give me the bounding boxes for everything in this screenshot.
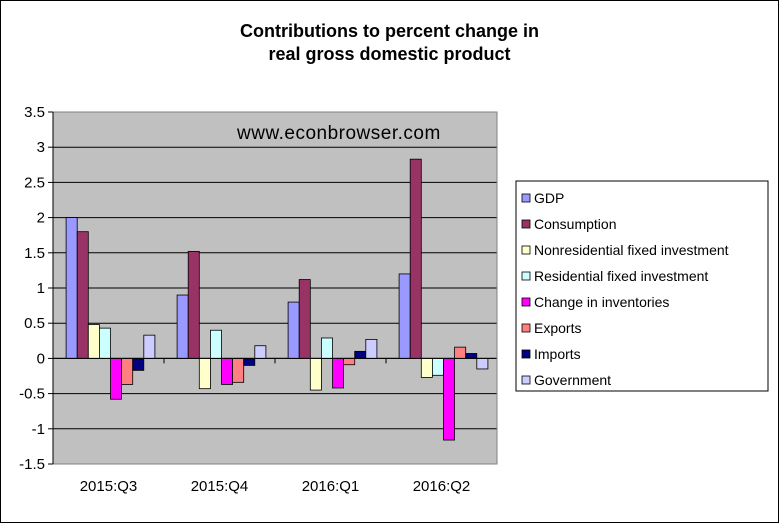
bar-government-2015-Q3 [143,334,156,359]
bar-consumption-2015-Q3 [76,231,89,359]
bars [65,158,489,441]
x-tick-label: 2015:Q3 [80,478,138,495]
x-tick-label: 2016:Q2 [413,478,471,495]
legend-label: Residential fixed investment [534,268,708,284]
bar-residential-fixed-investment-2016-Q1 [320,337,333,359]
bar-imports-2015-Q3 [132,357,145,371]
bar-nonresidential-fixed-investment-2015-Q4 [198,357,211,390]
legend-label: Exports [534,320,581,336]
y-tick-label: 3.5 [24,104,45,121]
legend-swatch [521,297,531,307]
legend-label: Change in inventories [534,294,669,310]
bar-imports-2015-Q4 [243,357,256,366]
legend-label: Nonresidential fixed investment [534,242,729,258]
bar-exports-2015-Q3 [121,357,134,385]
legend-swatch [521,219,531,229]
legend: GDP Consumption Nonresidential fixed inves… [515,180,769,392]
y-tick-label: -0.5 [19,386,45,403]
bar-government-2015-Q4 [254,345,267,359]
bar-exports-2016-Q1 [343,357,356,366]
bar-exports-2015-Q4 [232,357,245,383]
y-tick-label: 0.5 [24,315,45,332]
bar-change-in-inventories-2015-Q3 [110,357,123,400]
x-tick-label: 2015:Q4 [191,478,249,495]
bar-government-2016-Q2 [476,357,489,370]
chart-title: Contributions to percent change in [239,21,539,41]
bar-change-in-inventories-2016-Q1 [332,357,345,389]
y-tick-label: 1 [37,280,45,297]
legend-swatch [521,349,531,359]
legend-label: Imports [534,346,581,362]
y-tick-label: 0 [37,350,45,367]
bar-nonresidential-fixed-investment-2016-Q1 [309,357,322,391]
legend-swatch [521,193,531,203]
bar-residential-fixed-investment-2015-Q3 [99,327,111,359]
chart-subtitle: real gross domestic product [268,44,511,64]
x-tick-label: 2016:Q1 [302,478,360,495]
bar-gdp-2016-Q1 [287,301,300,359]
bar-gdp-2015-Q3 [65,217,78,359]
bar-change-in-inventories-2015-Q4 [221,357,234,385]
legend-label: Consumption [534,216,617,232]
bar-nonresidential-fixed-investment-2016-Q2 [420,357,433,378]
y-tick-label: 2 [37,210,45,227]
bar-consumption-2015-Q4 [187,250,200,359]
bar-consumption-2016-Q1 [298,279,311,359]
y-tick-label: 1.5 [24,245,45,262]
legend-label: GDP [534,190,564,206]
legend-swatch [521,323,531,333]
y-tick-label: 2.5 [24,174,45,191]
bar-change-in-inventories-2016-Q2 [443,357,456,441]
legend-swatch [521,271,531,281]
bar-gdp-2015-Q4 [176,294,189,359]
bar-imports-2016-Q2 [465,353,478,359]
watermark-annotation: www.econbrowser.com [236,123,441,144]
chart-title-block: Contributions to percent change in real … [0,20,779,66]
y-tick-label: -1.5 [19,456,45,473]
legend-label: Government [534,372,611,388]
x-axis: 2015:Q3 2015:Q4 2016:Q1 2016:Q2 [52,358,471,495]
y-axis: 3.5 3 2.5 2 1.5 1 0.5 0 -0.5 -1 -1.5 [19,104,54,473]
y-tick-label: -1 [32,421,45,438]
bar-nonresidential-fixed-investment-2015-Q3 [87,324,100,359]
bar-government-2016-Q1 [365,338,378,359]
bar-residential-fixed-investment-2015-Q4 [209,329,222,359]
bar-consumption-2016-Q2 [409,158,422,359]
bar-exports-2016-Q2 [454,346,467,359]
bar-gdp-2016-Q2 [398,273,411,359]
bar-imports-2016-Q1 [354,350,367,359]
legend-swatch [521,245,531,255]
legend-swatch [521,375,531,385]
legend-box [515,180,769,392]
y-tick-label: 3 [37,139,45,156]
bar-residential-fixed-investment-2016-Q2 [431,357,444,376]
